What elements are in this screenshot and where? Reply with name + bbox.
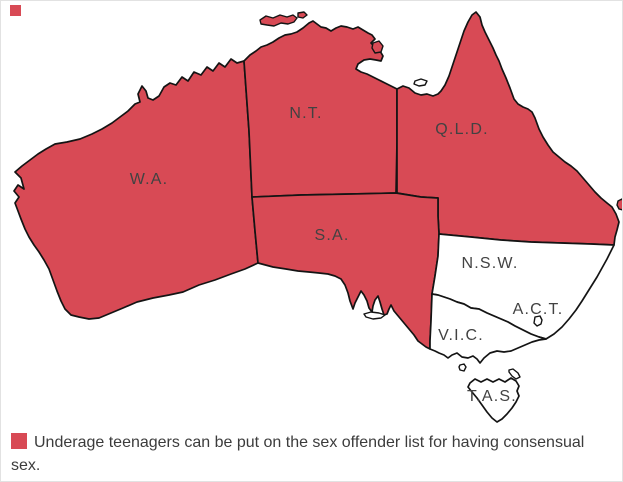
state-label-act: A.C.T. bbox=[513, 301, 564, 318]
island-flinders bbox=[508, 368, 521, 380]
state-shape-sa bbox=[251, 192, 440, 350]
state-label-nsw: N.S.W. bbox=[462, 255, 519, 272]
state-label-nt: N.T. bbox=[289, 105, 322, 122]
state-shape-act bbox=[533, 315, 543, 327]
state-shape-vic bbox=[429, 293, 547, 364]
island-fraser bbox=[616, 198, 622, 211]
state-labels: W.A. N.T. Q.L.D. S.A. N.S.W. A.C.T. V.I.… bbox=[130, 105, 564, 405]
island-kangaroo bbox=[363, 311, 386, 320]
legend-swatch bbox=[11, 433, 27, 449]
state-shape-wa bbox=[13, 58, 259, 320]
australia-map: W.A. N.T. Q.L.D. S.A. N.S.W. A.C.T. V.I.… bbox=[13, 11, 622, 423]
stray-red-mark bbox=[10, 5, 21, 16]
state-label-qld: Q.L.D. bbox=[435, 121, 488, 138]
legend-text: Underage teenagers can be put on the sex… bbox=[11, 434, 585, 474]
island-mornington bbox=[413, 78, 428, 87]
state-shape-nt bbox=[243, 20, 398, 198]
state-label-tas: T.A.S. bbox=[467, 388, 517, 405]
state-shape-tas bbox=[467, 377, 520, 423]
island-groote bbox=[371, 40, 384, 54]
state-label-vic: V.I.C. bbox=[438, 327, 484, 344]
island-croker bbox=[297, 11, 308, 19]
legend: Underage teenagers can be put on the sex… bbox=[11, 431, 614, 477]
state-shapes bbox=[13, 11, 620, 423]
state-label-wa: W.A. bbox=[130, 171, 169, 188]
island-melville bbox=[259, 14, 298, 27]
islands bbox=[259, 11, 622, 380]
island-king bbox=[458, 363, 467, 372]
state-label-sa: S.A. bbox=[314, 227, 349, 244]
